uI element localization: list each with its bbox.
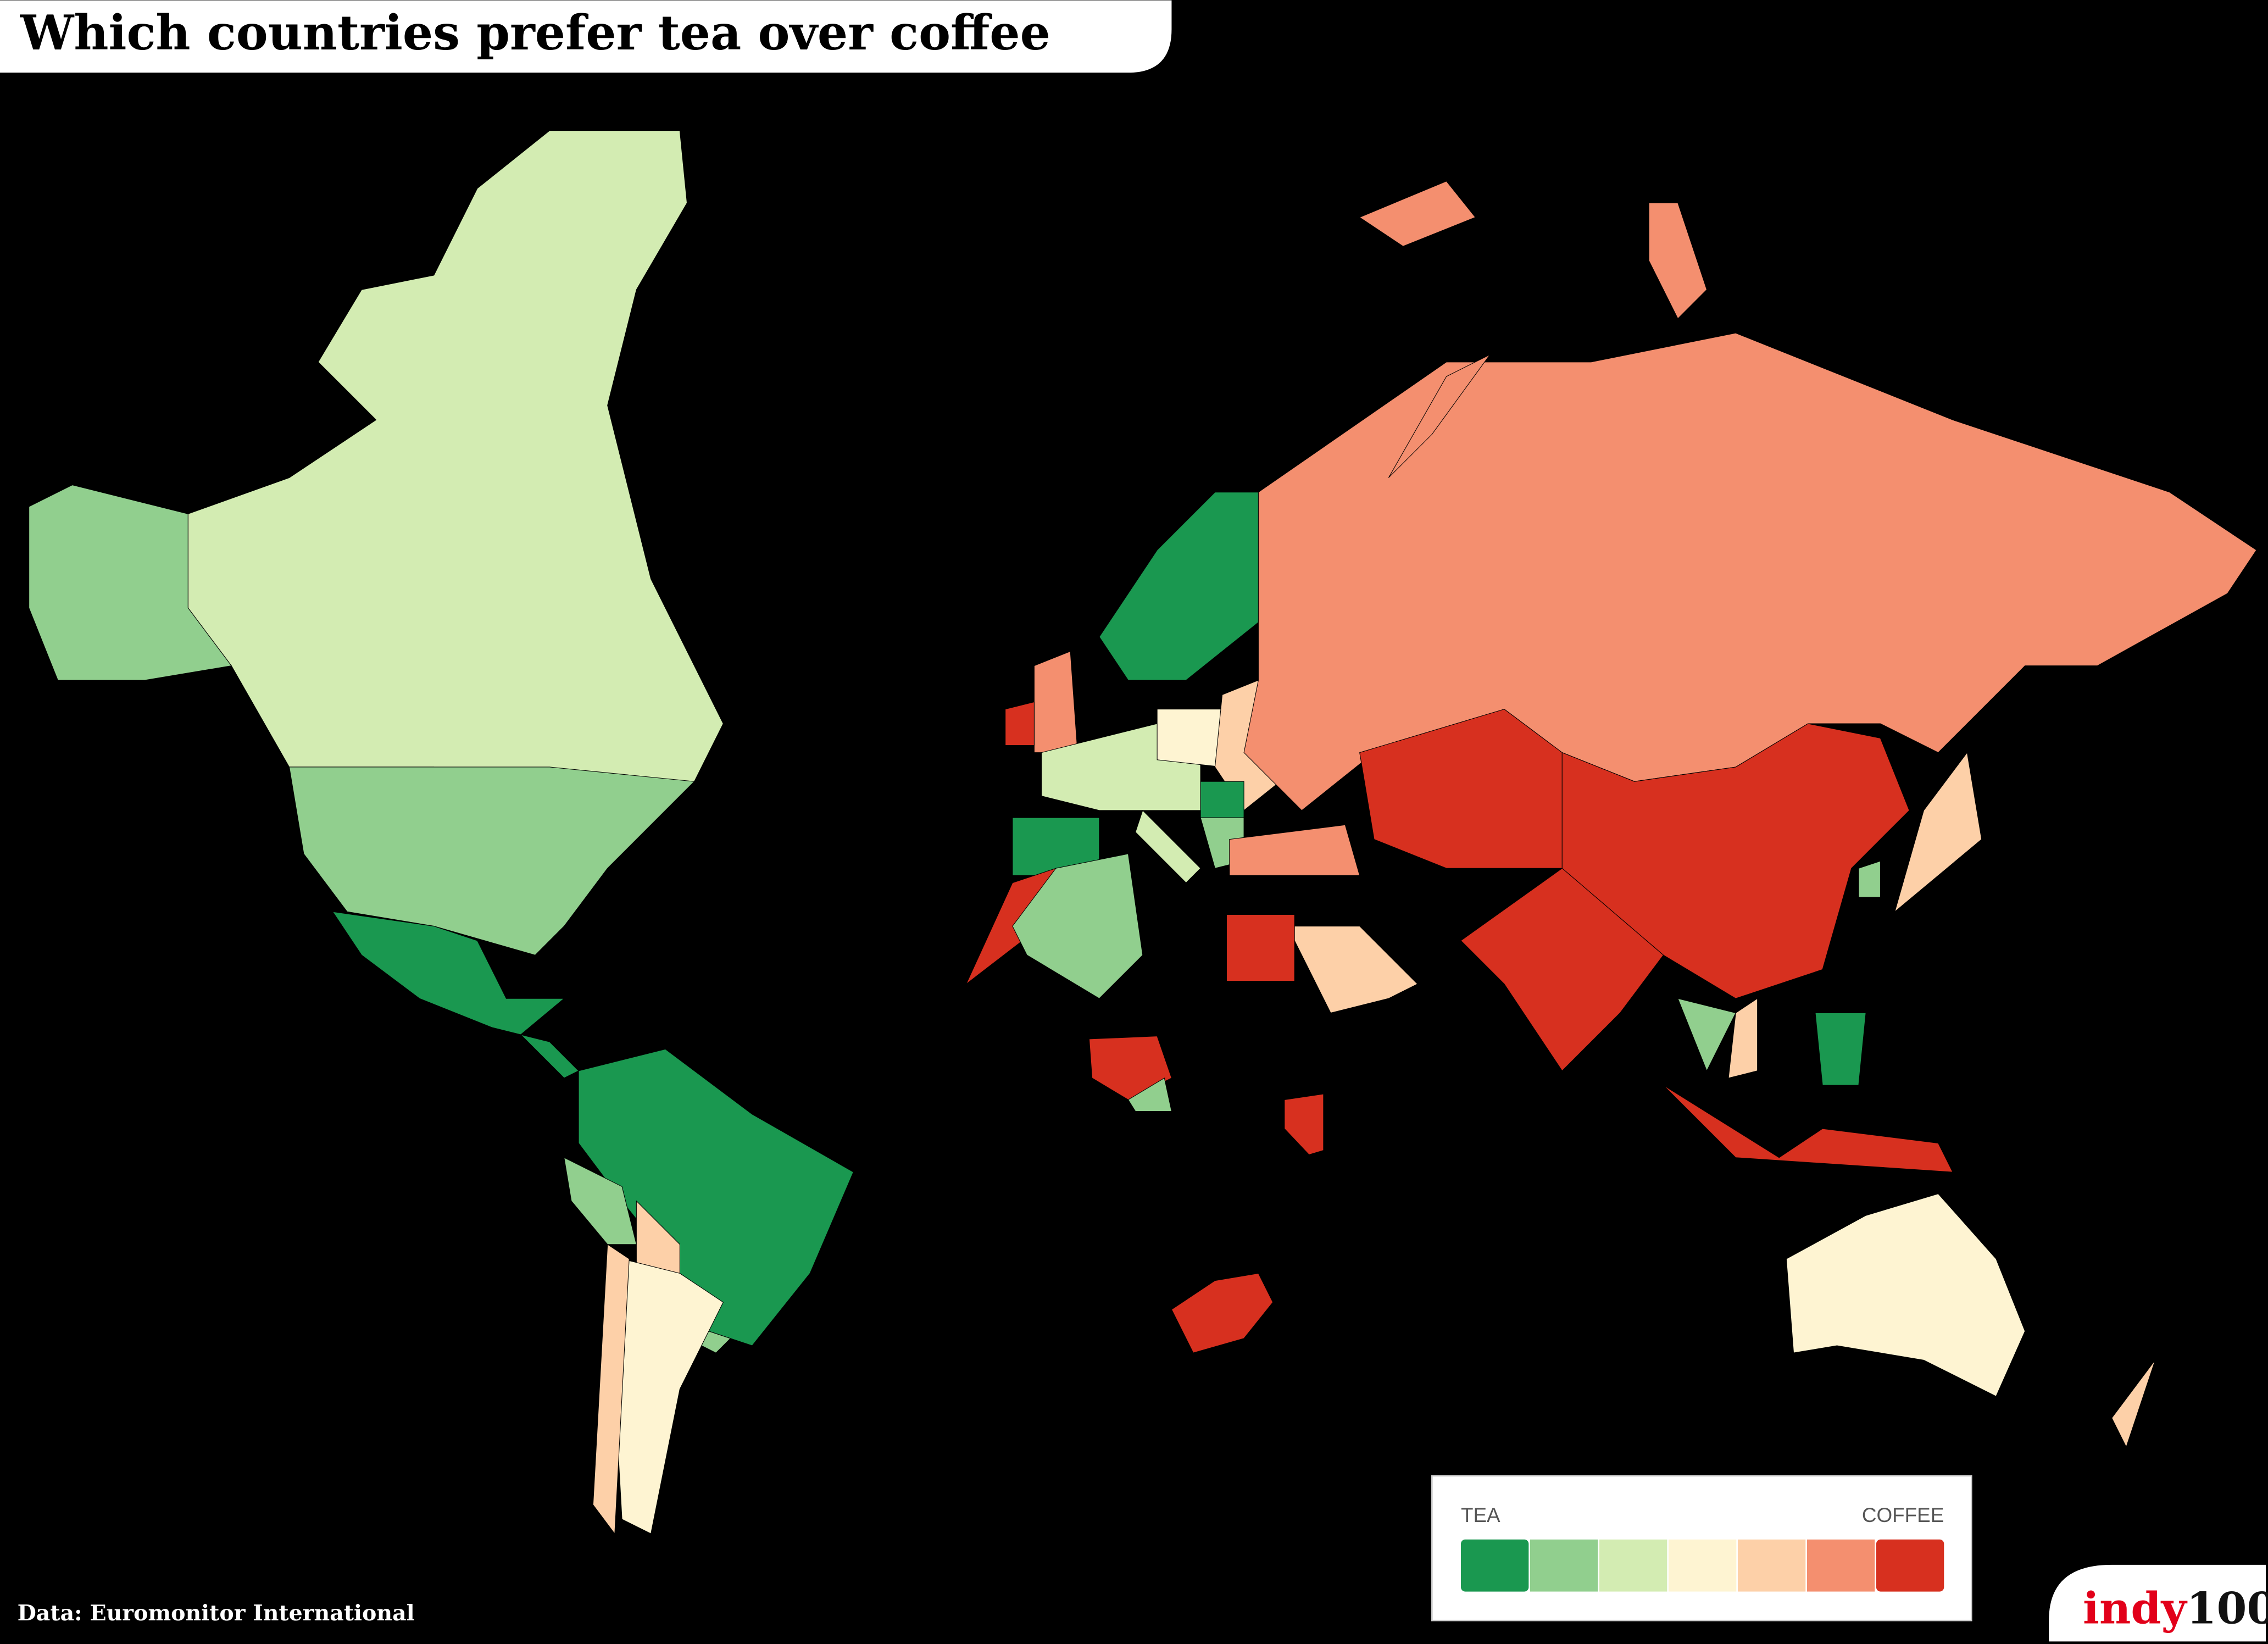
country — [592, 1243, 630, 1535]
country — [2111, 1360, 2156, 1448]
logo: indy100 — [2083, 1582, 2268, 1634]
country — [1894, 752, 1982, 913]
legend-swatch — [1599, 1539, 1667, 1592]
country — [288, 767, 695, 956]
country — [1815, 1012, 1866, 1086]
country — [1728, 998, 1758, 1079]
country — [1127, 1078, 1172, 1112]
country — [1012, 853, 1143, 999]
country — [1359, 181, 1476, 247]
countries — [29, 130, 2257, 1535]
logo-number: 100 — [2187, 1582, 2268, 1634]
country — [564, 1157, 637, 1245]
country — [29, 485, 232, 681]
country — [1229, 824, 1360, 876]
country — [332, 911, 565, 1035]
country — [1460, 868, 1664, 1071]
legend-swatch — [1806, 1539, 1875, 1592]
country — [1171, 1273, 1274, 1353]
country — [1858, 860, 1881, 898]
title: Which countries prefer tea over coffee — [20, 5, 1050, 61]
country — [1388, 354, 1491, 478]
country — [1677, 998, 1736, 1072]
legend-swatch — [1876, 1539, 1944, 1592]
country — [1648, 202, 1708, 319]
logo-badge — [2044, 1560, 2268, 1644]
logo-word: indy — [2083, 1582, 2188, 1634]
country — [1200, 781, 1244, 818]
legend-swatch — [1460, 1539, 1529, 1592]
country — [1005, 701, 1035, 746]
legend-scale — [1460, 1539, 1944, 1592]
legend-swatch — [1737, 1539, 1806, 1592]
country — [1284, 1093, 1324, 1156]
country — [1135, 809, 1201, 884]
legend-swatch — [1530, 1539, 1598, 1592]
country — [1786, 1193, 2026, 1397]
legend-swatch — [1668, 1539, 1737, 1592]
country — [1226, 914, 1295, 982]
legend-low-label: TEA — [1461, 1504, 1500, 1526]
legend-high-label: COFFEE — [1862, 1504, 1944, 1526]
country — [1663, 1085, 1953, 1173]
country — [1033, 651, 1078, 753]
source: Data: Euromonitor International — [18, 1601, 415, 1626]
country — [1243, 332, 2257, 811]
title-bar — [0, 0, 1172, 73]
country — [1287, 926, 1418, 1014]
country — [701, 1331, 731, 1353]
country — [1157, 709, 1223, 768]
